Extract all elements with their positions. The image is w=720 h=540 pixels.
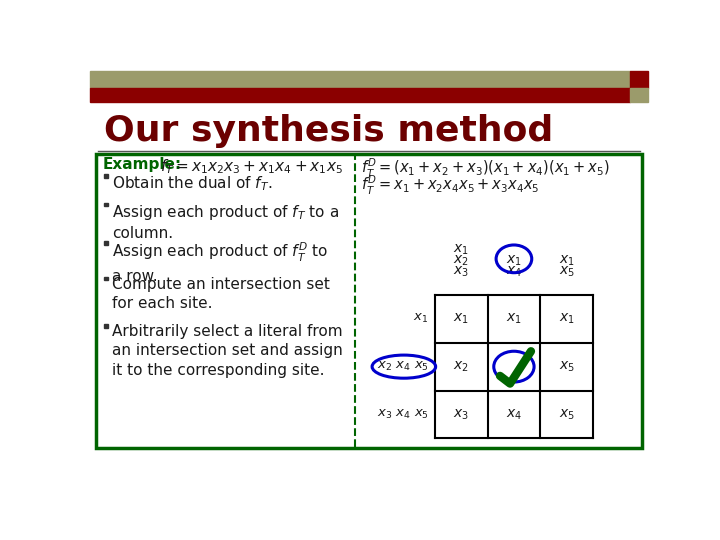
Text: $f_T^D = (x_1+x_2+x_3)(x_1+x_4)(x_1+x_5)$: $f_T^D = (x_1+x_2+x_3)(x_1+x_4)(x_1+x_5)… [361, 157, 610, 180]
Bar [96, 154, 642, 448]
Bar [104, 276, 108, 280]
Text: $x_5$: $x_5$ [559, 264, 575, 279]
Text: Example:: Example: [102, 157, 181, 172]
Bar [630, 71, 648, 88]
Text: Assign each product of $f_T$ to a
column.: Assign each product of $f_T$ to a column… [112, 202, 340, 241]
Bar [90, 88, 630, 102]
Text: $x_1$: $x_1$ [559, 253, 575, 268]
Text: $x_5$: $x_5$ [559, 407, 575, 422]
Bar [630, 88, 648, 102]
Text: Assign each product of $f_T^{D}$ to
a row.: Assign each product of $f_T^{D}$ to a ro… [112, 241, 329, 284]
Text: $x_1$: $x_1$ [506, 312, 522, 326]
Text: $x_3\ x_4\ x_5$: $x_3\ x_4\ x_5$ [377, 408, 428, 421]
Bar [104, 174, 108, 178]
Bar [90, 71, 630, 88]
Bar [104, 202, 108, 206]
Bar [104, 325, 108, 328]
Text: $x_5$: $x_5$ [559, 360, 575, 374]
Text: Compute an intersection set
for each site.: Compute an intersection set for each sit… [112, 276, 330, 310]
Text: $x_1$: $x_1$ [413, 312, 428, 326]
Text: $x_1$: $x_1$ [454, 242, 469, 257]
Text: Arbitrarily select a literal from
an intersection set and assign
it to the corre: Arbitrarily select a literal from an int… [112, 325, 343, 377]
Text: $x_4$: $x_4$ [506, 407, 522, 422]
Text: Obtain the dual of $f_T$.: Obtain the dual of $f_T$. [112, 174, 273, 193]
Text: $x_1$: $x_1$ [454, 312, 469, 326]
Text: $x_4$: $x_4$ [506, 264, 522, 279]
Text: $f_T^D = x_1 + x_2x_4x_5 + x_3x_4x_5$: $f_T^D = x_1 + x_2x_4x_5 + x_3x_4x_5$ [361, 174, 540, 197]
Text: $f_T = x_1x_2x_3+x_1x_4+x_1x_5$: $f_T = x_1x_2x_3+x_1x_4+x_1x_5$ [160, 157, 343, 176]
Text: $x_1$: $x_1$ [506, 253, 522, 268]
Text: $x_2\ x_4\ x_5$: $x_2\ x_4\ x_5$ [377, 360, 428, 373]
Text: $x_1$: $x_1$ [559, 312, 575, 326]
Text: $x_2$: $x_2$ [454, 253, 469, 268]
Text: $x_3$: $x_3$ [454, 407, 469, 422]
Text: $x_2$: $x_2$ [454, 360, 469, 374]
Text: Our synthesis method: Our synthesis method [104, 114, 553, 148]
Text: $x_3$: $x_3$ [454, 264, 469, 279]
Bar [104, 241, 108, 245]
